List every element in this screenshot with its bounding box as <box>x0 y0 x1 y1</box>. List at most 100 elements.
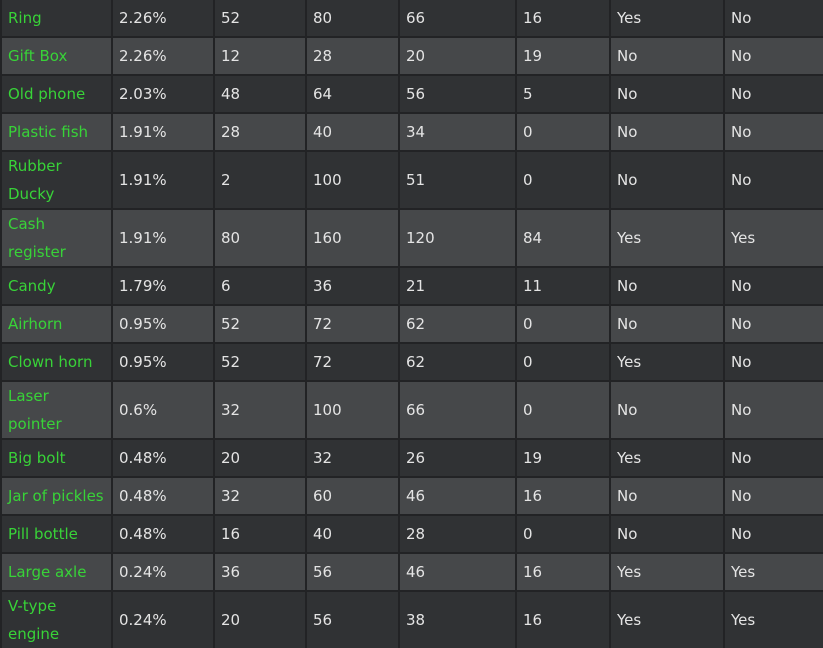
extra-value-cell: 19 <box>515 438 611 478</box>
max-value-cell: 40 <box>305 514 400 554</box>
flag-b-cell: No <box>723 438 823 478</box>
drop-chance-cell: 0.48% <box>111 514 215 554</box>
extra-value-cell: 16 <box>515 0 611 38</box>
table-row: Big bolt 0.48% 20 32 26 19 Yes No <box>0 438 823 478</box>
table-row: Cash register 1.91% 80 160 120 84 Yes Yes <box>0 208 823 268</box>
extra-value-cell: 11 <box>515 266 611 306</box>
item-name-cell: Jar of pickles <box>0 476 113 516</box>
drop-chance-cell: 0.48% <box>111 476 215 516</box>
flag-b-cell: No <box>723 476 823 516</box>
avg-value-cell: 26 <box>398 438 517 478</box>
drop-chance-cell: 0.6% <box>111 380 215 440</box>
flag-b-cell: Yes <box>723 208 823 268</box>
flag-b-cell: Yes <box>723 552 823 592</box>
item-name-cell: V-type engine <box>0 590 113 648</box>
flag-b-cell: No <box>723 266 823 306</box>
item-name-cell: Airhorn <box>0 304 113 344</box>
avg-value-cell: 66 <box>398 380 517 440</box>
extra-value-cell: 16 <box>515 552 611 592</box>
avg-value-cell: 28 <box>398 514 517 554</box>
drop-chance-cell: 2.03% <box>111 74 215 114</box>
drop-chance-cell: 1.91% <box>111 208 215 268</box>
flag-b-cell: No <box>723 304 823 344</box>
flag-a-cell: No <box>609 74 725 114</box>
flag-a-cell: No <box>609 266 725 306</box>
min-value-cell: 48 <box>213 74 307 114</box>
max-value-cell: 36 <box>305 266 400 306</box>
flag-b-cell: No <box>723 380 823 440</box>
drop-chance-cell: 0.95% <box>111 342 215 382</box>
max-value-cell: 28 <box>305 36 400 76</box>
table-row: Clown horn 0.95% 52 72 62 0 Yes No <box>0 342 823 382</box>
min-value-cell: 36 <box>213 552 307 592</box>
flag-b-cell: No <box>723 0 823 38</box>
min-value-cell: 6 <box>213 266 307 306</box>
item-name-cell: Laser pointer <box>0 380 113 440</box>
table-row: Laser pointer 0.6% 32 100 66 0 No No <box>0 380 823 440</box>
min-value-cell: 32 <box>213 476 307 516</box>
min-value-cell: 52 <box>213 342 307 382</box>
max-value-cell: 72 <box>305 342 400 382</box>
min-value-cell: 16 <box>213 514 307 554</box>
max-value-cell: 32 <box>305 438 400 478</box>
table-row: Rubber Ducky 1.91% 2 100 51 0 No No <box>0 150 823 210</box>
flag-a-cell: Yes <box>609 342 725 382</box>
flag-a-cell: No <box>609 112 725 152</box>
drop-chance-cell: 0.95% <box>111 304 215 344</box>
flag-a-cell: No <box>609 514 725 554</box>
item-name-cell: Cash register <box>0 208 113 268</box>
extra-value-cell: 0 <box>515 342 611 382</box>
drop-chance-cell: 1.91% <box>111 112 215 152</box>
extra-value-cell: 0 <box>515 112 611 152</box>
table-row: Large axle 0.24% 36 56 46 16 Yes Yes <box>0 552 823 592</box>
item-name-cell: Pill bottle <box>0 514 113 554</box>
avg-value-cell: 46 <box>398 476 517 516</box>
drop-chance-cell: 1.79% <box>111 266 215 306</box>
flag-b-cell: No <box>723 74 823 114</box>
avg-value-cell: 21 <box>398 266 517 306</box>
min-value-cell: 2 <box>213 150 307 210</box>
avg-value-cell: 120 <box>398 208 517 268</box>
avg-value-cell: 34 <box>398 112 517 152</box>
flag-a-cell: Yes <box>609 590 725 648</box>
min-value-cell: 52 <box>213 0 307 38</box>
flag-a-cell: No <box>609 304 725 344</box>
avg-value-cell: 62 <box>398 304 517 344</box>
extra-value-cell: 16 <box>515 476 611 516</box>
min-value-cell: 52 <box>213 304 307 344</box>
drop-chance-cell: 1.91% <box>111 150 215 210</box>
flag-a-cell: Yes <box>609 438 725 478</box>
extra-value-cell: 0 <box>515 150 611 210</box>
table-row: Old phone 2.03% 48 64 56 5 No No <box>0 74 823 114</box>
max-value-cell: 80 <box>305 0 400 38</box>
flag-a-cell: No <box>609 380 725 440</box>
drop-chance-cell: 0.24% <box>111 590 215 648</box>
flag-a-cell: No <box>609 150 725 210</box>
flag-a-cell: No <box>609 36 725 76</box>
table-row: Pill bottle 0.48% 16 40 28 0 No No <box>0 514 823 554</box>
extra-value-cell: 5 <box>515 74 611 114</box>
item-name-cell: Plastic fish <box>0 112 113 152</box>
flag-b-cell: Yes <box>723 590 823 648</box>
extra-value-cell: 84 <box>515 208 611 268</box>
min-value-cell: 32 <box>213 380 307 440</box>
min-value-cell: 20 <box>213 438 307 478</box>
extra-value-cell: 19 <box>515 36 611 76</box>
table-row: Plastic fish 1.91% 28 40 34 0 No No <box>0 112 823 152</box>
drop-chance-cell: 0.48% <box>111 438 215 478</box>
max-value-cell: 100 <box>305 150 400 210</box>
item-name-cell: Ring <box>0 0 113 38</box>
item-name-cell: Big bolt <box>0 438 113 478</box>
flag-b-cell: No <box>723 514 823 554</box>
drop-chance-cell: 0.24% <box>111 552 215 592</box>
avg-value-cell: 66 <box>398 0 517 38</box>
max-value-cell: 56 <box>305 552 400 592</box>
max-value-cell: 40 <box>305 112 400 152</box>
avg-value-cell: 56 <box>398 74 517 114</box>
max-value-cell: 160 <box>305 208 400 268</box>
table-row: Airhorn 0.95% 52 72 62 0 No No <box>0 304 823 344</box>
flag-b-cell: No <box>723 112 823 152</box>
flag-a-cell: Yes <box>609 552 725 592</box>
